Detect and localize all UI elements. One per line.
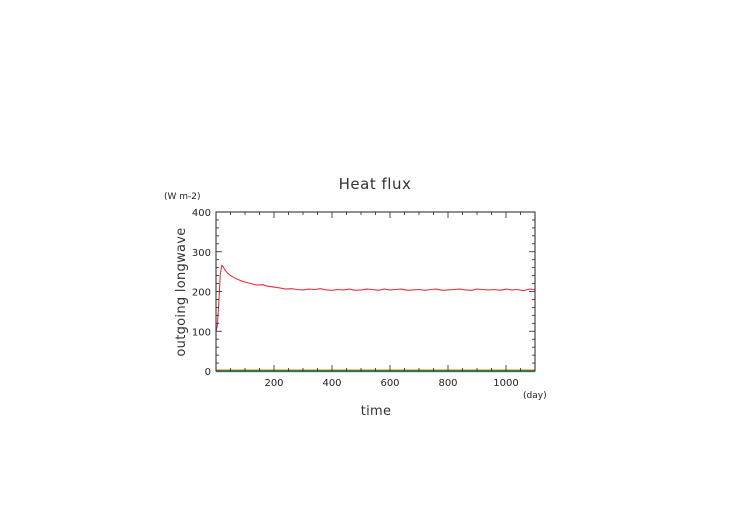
x-tick-label: 200 — [264, 378, 283, 389]
y-axis-label: outgoing longwave — [174, 227, 189, 356]
x-tick-label: 600 — [380, 378, 399, 389]
y-tick-label: 400 — [192, 208, 211, 219]
x-axis-label: time — [361, 404, 392, 419]
y-axis-unit: (W m-2) — [164, 192, 201, 202]
x-tick-label: 400 — [322, 378, 341, 389]
plot-frame — [215, 211, 536, 372]
y-tick-label: 200 — [192, 288, 211, 299]
y-tick-label: 300 — [192, 248, 211, 259]
x-tick-label: 800 — [438, 378, 457, 389]
x-tick-label: 1000 — [493, 378, 518, 389]
x-axis-unit: (day) — [523, 391, 547, 401]
series-line-0 — [215, 264, 536, 332]
plot-area: 0 100 200 300 400 200 400 600 800 1000 — [192, 208, 536, 389]
y-tick-label: 0 — [205, 367, 211, 378]
chart-title: Heat flux — [339, 175, 412, 193]
y-tick-label: 100 — [192, 327, 211, 338]
